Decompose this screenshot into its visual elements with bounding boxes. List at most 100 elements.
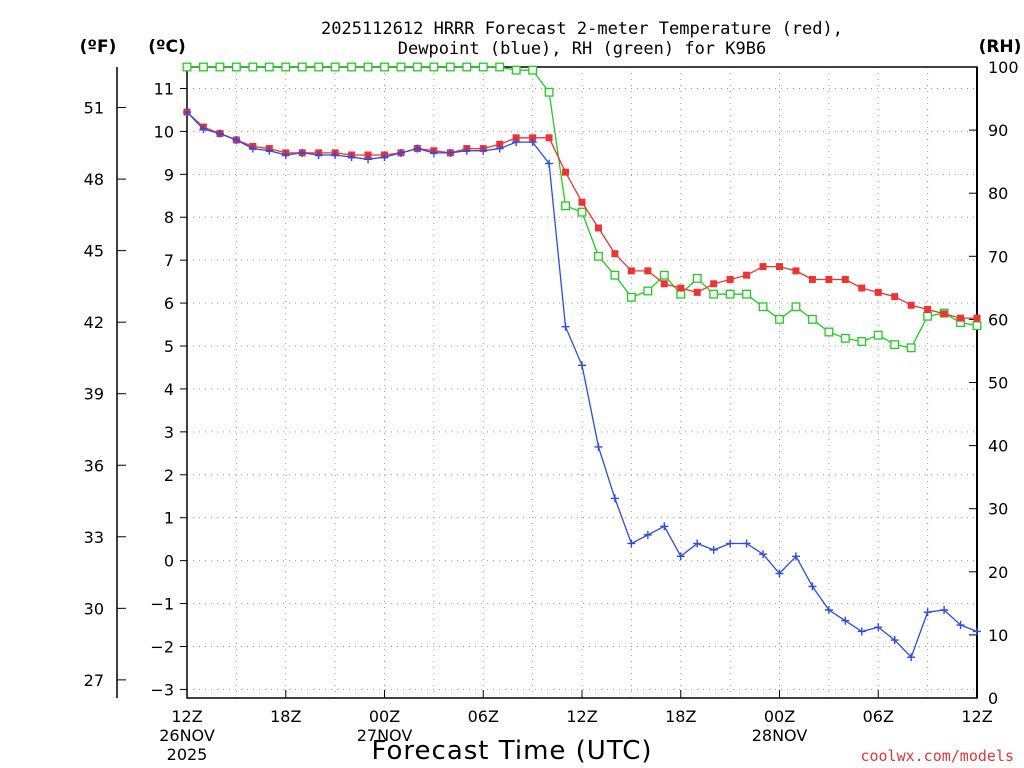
dewpoint-point — [183, 108, 191, 117]
celsius-tick-label: 6 — [164, 294, 174, 313]
temperature-point — [726, 275, 734, 283]
fahrenheit-tick-label: 51 — [84, 99, 104, 118]
rh-tick-label: 30 — [988, 500, 1008, 519]
temperature-point — [858, 284, 866, 292]
dewpoint-point — [808, 582, 817, 591]
temperature-point — [743, 271, 751, 279]
dewpoint-point — [347, 153, 356, 162]
dewpoint-point — [726, 539, 735, 548]
rh-point — [791, 302, 801, 312]
celsius-axis-unit: (ºC) — [148, 37, 186, 57]
temperature-point — [924, 306, 932, 314]
temperature-point — [496, 140, 504, 148]
fahrenheit-axis-unit: (ºF) — [80, 37, 117, 57]
dewpoint-point — [890, 636, 899, 645]
rh-point — [824, 327, 834, 337]
dewpoint-point — [973, 627, 981, 636]
rh-point — [775, 314, 784, 324]
dewpoint-point — [545, 159, 554, 168]
rh-point — [873, 330, 883, 340]
celsius-tick-label: 11 — [154, 79, 174, 98]
rh-point — [445, 62, 455, 72]
rh-point — [923, 311, 933, 321]
rh-tick-label: 20 — [988, 563, 1008, 582]
dewpoint-point — [528, 138, 537, 147]
fahrenheit-tick-label: 45 — [84, 242, 104, 261]
x-tick-year-label: 2025 — [167, 745, 208, 764]
dewpoint-point — [643, 530, 652, 539]
rh-point — [396, 62, 406, 72]
celsius-tick-label: 7 — [164, 251, 174, 270]
temperature-point — [808, 275, 816, 283]
fahrenheit-tick-label: 48 — [84, 170, 104, 189]
rh-point — [692, 273, 702, 283]
x-tick-label: 06Z — [468, 707, 499, 726]
dewpoint-point — [923, 608, 932, 617]
fahrenheit-tick-label: 39 — [84, 385, 104, 404]
temperature-point — [545, 134, 553, 142]
fahrenheit-tick-label: 27 — [84, 671, 104, 690]
rh-tick-label: 40 — [988, 437, 1008, 456]
rh-point — [264, 62, 274, 72]
rh-point — [561, 201, 570, 211]
rh-point — [626, 292, 636, 302]
dewpoint-point — [364, 155, 373, 164]
fahrenheit-tick-label: 42 — [84, 313, 104, 332]
rh-point — [857, 337, 867, 346]
dewpoint-point — [857, 627, 866, 636]
dewpoint-point — [940, 606, 949, 615]
rh-point — [412, 62, 422, 72]
temperature-point — [693, 288, 701, 296]
dewpoint-point — [874, 623, 883, 632]
rh-point — [709, 289, 719, 299]
temperature-point — [825, 275, 833, 283]
rh-point — [478, 62, 488, 72]
dewpoint-point — [232, 135, 241, 144]
rh-point — [906, 343, 916, 353]
x-tick-label: 18Z — [270, 707, 301, 726]
rh-point — [972, 321, 982, 331]
temperature-point — [677, 284, 685, 292]
rh-point — [248, 62, 258, 72]
rh-tick-label: 0 — [988, 689, 998, 708]
rh-point — [297, 62, 307, 72]
dewpoint-point — [248, 144, 257, 153]
x-tick-label: 12Z — [171, 707, 202, 726]
dewpoint-point — [578, 361, 586, 370]
temperature-point — [973, 314, 981, 322]
x-tick-label: 06Z — [863, 707, 894, 726]
temperature-point — [364, 151, 372, 159]
dewpoint-point — [956, 621, 965, 630]
fahrenheit-tick-label: 36 — [84, 456, 104, 475]
grid-lines — [187, 67, 977, 698]
celsius-tick-label: 4 — [164, 380, 174, 399]
dewpoint-point — [495, 144, 504, 153]
rh-tick-label: 50 — [988, 374, 1008, 393]
rh-point — [840, 333, 850, 343]
x-tick-label: 00Z — [764, 707, 795, 726]
celsius-tick-label: 0 — [164, 552, 174, 571]
temperature-point — [644, 267, 652, 275]
rh-point — [725, 289, 735, 299]
dewpoint-point — [479, 146, 488, 155]
rh-point — [528, 65, 538, 75]
rh-point — [544, 87, 554, 97]
dewpoint-point — [824, 606, 833, 615]
temperature-point — [512, 134, 520, 142]
dewpoint-point — [561, 322, 570, 331]
dewpoint-point — [429, 148, 438, 157]
rh-tick-label: 70 — [988, 247, 1008, 266]
rh-point — [511, 65, 521, 75]
rh-point — [380, 62, 389, 72]
dewpoint-point — [446, 148, 455, 157]
rh-point — [182, 62, 192, 72]
dewpoint-point — [512, 138, 521, 147]
celsius-tick-label: −1 — [150, 595, 174, 614]
temperature-point — [940, 310, 948, 318]
dewpoint-point — [660, 522, 669, 531]
temperature-point — [710, 280, 718, 288]
dewpoint-point — [396, 148, 405, 157]
x-tick-label: 12Z — [961, 707, 992, 726]
plot-frame — [186, 66, 978, 699]
